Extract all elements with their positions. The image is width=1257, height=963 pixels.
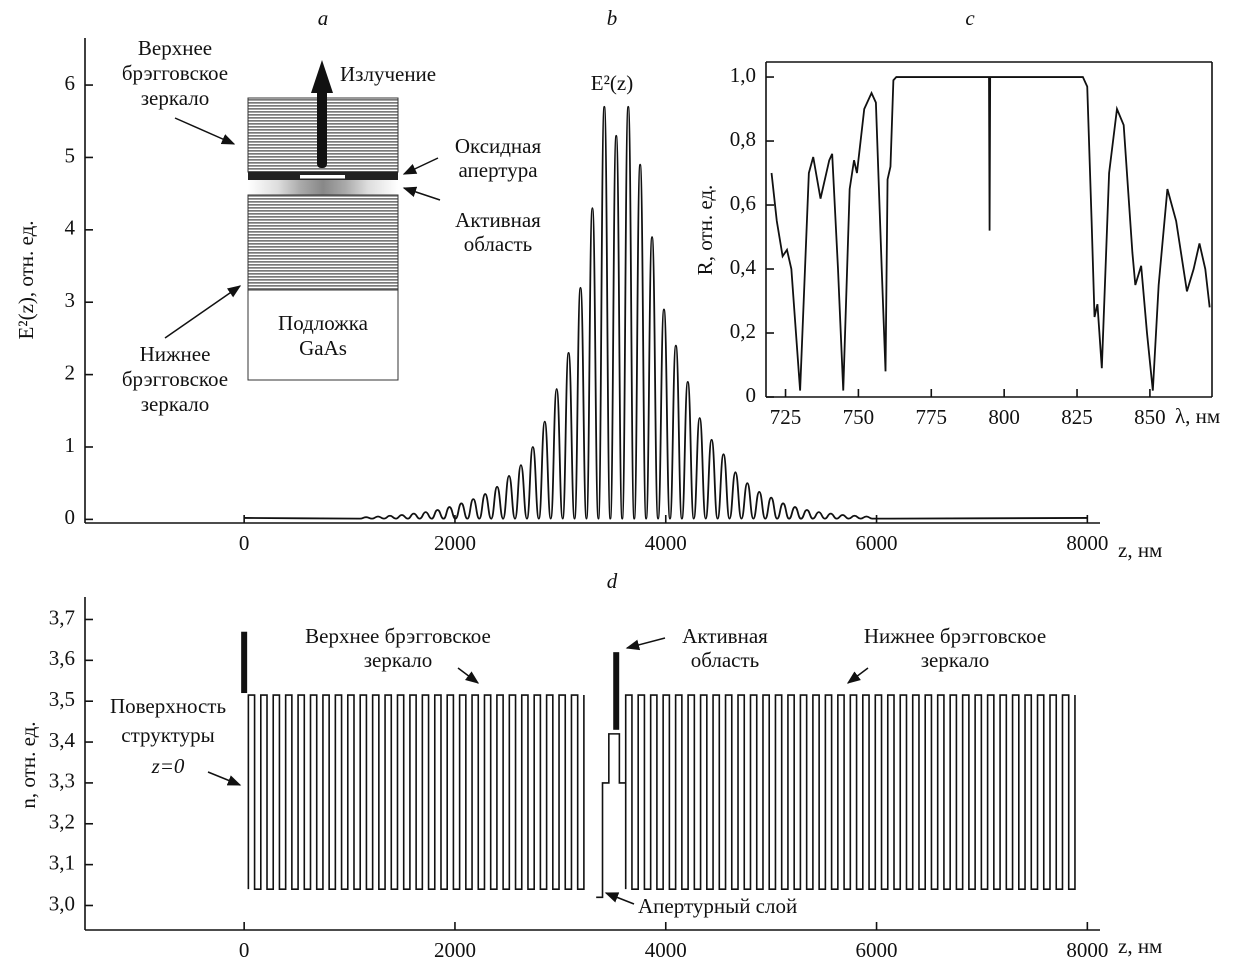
panel-label: c: [965, 6, 975, 30]
y-tick-label: 0,6: [730, 191, 756, 215]
label: Поверхность: [110, 694, 226, 718]
label: Нижнее: [140, 342, 211, 366]
lower-mirror-layer: [247, 194, 399, 291]
label: z=0: [151, 754, 185, 778]
x-tick-label: 725: [770, 405, 802, 429]
pointer: [457, 667, 480, 684]
emission-arrow: [317, 88, 327, 168]
y-tick-label: 0,8: [730, 127, 756, 151]
curve-label: E²(z): [591, 71, 633, 95]
panel-label: d: [607, 569, 618, 593]
label: зеркало: [364, 648, 433, 672]
label: область: [691, 648, 760, 672]
label: Активная: [682, 624, 768, 648]
x-tick-label: 4000: [645, 938, 687, 962]
emission-arrow-head: [311, 60, 333, 93]
label: Верхнее брэгговское: [305, 624, 491, 648]
y-tick-label: 0,4: [730, 255, 757, 279]
inset-diagram: a Излучение Верхнее брэгговское зеркало …: [122, 6, 542, 416]
pointer: [207, 771, 242, 786]
y-tick-label: 3,4: [49, 728, 76, 752]
pointer: [174, 117, 236, 145]
y-tick-label: 0: [746, 383, 757, 407]
active-profile: [596, 733, 626, 899]
y-tick-label: 4: [65, 216, 76, 240]
x-axis-label: λ, нм: [1175, 404, 1220, 428]
y-tick-label: 3: [65, 288, 76, 312]
label: Верхнее: [138, 36, 212, 60]
x-tick-label: 4000: [645, 531, 687, 555]
x-tick-label: 8000: [1066, 531, 1108, 555]
panel-label: a: [318, 6, 329, 30]
y-tick-label: 2: [65, 360, 76, 384]
label: Подложка: [278, 311, 369, 335]
x-tick-label: 800: [988, 405, 1020, 429]
label: зеркало: [921, 648, 990, 672]
y-axis-label: R, отн. ед.: [693, 185, 717, 276]
aperture: [300, 175, 345, 179]
substrate-layer: [247, 289, 399, 381]
label: GaAs: [299, 336, 347, 360]
x-tick-label: 8000: [1066, 938, 1108, 962]
x-tick-label: 775: [916, 405, 948, 429]
x-tick-label: 6000: [856, 938, 898, 962]
pointer: [846, 667, 869, 684]
x-tick-label: 750: [843, 405, 875, 429]
x-tick-label: 0: [239, 531, 250, 555]
y-tick-label: 3,3: [49, 769, 75, 793]
y-tick-label: 6: [65, 71, 76, 95]
x-tick-label: 2000: [434, 938, 476, 962]
pointer: [625, 637, 666, 651]
label: Нижнее брэгговское: [864, 624, 1046, 648]
y-tick-label: 5: [65, 143, 76, 167]
y-tick-label: 0,2: [730, 319, 756, 343]
x-tick-label: 0: [239, 938, 250, 962]
x-tick-label: 825: [1061, 405, 1093, 429]
label: Оксидная: [455, 134, 542, 158]
panel-label: b: [607, 6, 618, 30]
y-tick-label: 3,0: [49, 891, 75, 915]
emission-label: Излучение: [340, 62, 436, 86]
label: апертура: [458, 158, 538, 182]
mirror-profile: [247, 694, 585, 890]
pointer: [402, 186, 441, 201]
y-tick-label: 1: [65, 433, 76, 457]
label: область: [464, 232, 533, 256]
y-tick-label: 1,0: [730, 63, 756, 87]
y-axis-label: n, отн. ед.: [16, 721, 40, 808]
x-tick-label: 6000: [856, 531, 898, 555]
active-layer: [248, 180, 398, 195]
y-tick-label: 3,1: [49, 850, 75, 874]
label: брэгговское: [122, 367, 228, 391]
y-tick-label: 3,7: [49, 605, 75, 629]
x-tick-label: 850: [1134, 405, 1166, 429]
label: Активная: [455, 208, 541, 232]
y-tick-label: 3,5: [49, 687, 75, 711]
annotations-d: Верхнее брэгговское зеркало Активная обл…: [110, 624, 1046, 918]
y-tick-label: 0: [65, 505, 76, 529]
x-tick-label: 2000: [434, 531, 476, 555]
label: зеркало: [141, 392, 210, 416]
y-tick-label: 3,6: [49, 646, 75, 670]
layer-bar: [241, 631, 248, 694]
label: брэгговское: [122, 61, 228, 85]
pointer: [604, 892, 635, 905]
pointer: [164, 285, 242, 339]
x-axis-label: z, нм: [1118, 934, 1162, 958]
layer-bar: [613, 652, 620, 730]
y-tick-label: 3,2: [49, 810, 75, 834]
label: Апертурный слой: [638, 894, 797, 918]
label: структуры: [121, 723, 214, 747]
data-line: [244, 105, 1088, 520]
label: зеркало: [141, 86, 210, 110]
pointer: [402, 157, 439, 175]
x-axis-label: z, нм: [1118, 538, 1162, 562]
y-axis-label: E²(z), отн. ед.: [14, 220, 38, 339]
mirror-profile: [624, 694, 1076, 890]
data-line: [770, 76, 1211, 391]
